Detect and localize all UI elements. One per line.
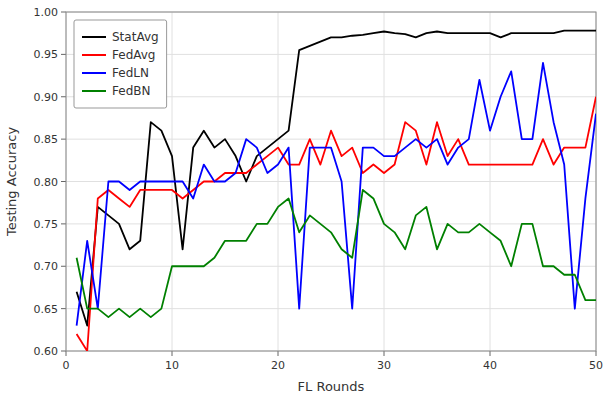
y-tick-label: 1.00 <box>34 6 59 19</box>
y-tick-label: 0.85 <box>34 133 59 146</box>
legend-label: StatAvg <box>112 30 159 44</box>
x-tick-label: 50 <box>589 359 603 372</box>
legend-label: FedBN <box>112 84 150 98</box>
legend-box <box>74 20 167 108</box>
chart: 0.60 0.65 0.70 0.75 0.80 0.85 0.90 0.95 1.00 0 10 2… <box>0 0 612 401</box>
page: {"chart_data": { "type": "line", "xlabel… <box>0 0 612 401</box>
y-axis-label: Testing Accuracy <box>4 127 19 237</box>
grid <box>66 12 596 351</box>
x-tick-label: 30 <box>377 359 391 372</box>
y-tick <box>61 96 66 97</box>
y-grid-line <box>66 266 596 267</box>
legend-swatch <box>82 72 106 74</box>
x-grid-line <box>384 12 385 351</box>
x-grid-line <box>278 12 279 351</box>
legend-swatch <box>82 90 106 92</box>
x-tick <box>490 351 491 356</box>
x-grid-line <box>490 12 491 351</box>
legend-swatch <box>82 54 106 56</box>
series-line <box>77 97 596 351</box>
x-tick-label: 40 <box>483 359 497 372</box>
legend-label: FedLN <box>112 66 149 80</box>
plot-background <box>66 12 596 351</box>
y-tick <box>61 54 66 55</box>
x-axis-label: FL Rounds <box>298 379 365 394</box>
x-tick <box>172 351 173 356</box>
x-tick <box>278 351 279 356</box>
y-grid-line <box>66 139 596 140</box>
y-tick-label: 0.80 <box>34 176 59 189</box>
legend: StatAvg FedAvg FedLN FedBN <box>74 20 167 108</box>
y-tick <box>61 266 66 267</box>
x-tick <box>66 351 67 356</box>
y-tick-label: 0.70 <box>34 260 59 273</box>
x-tick-label: 0 <box>63 359 70 372</box>
axes: 0.60 0.65 0.70 0.75 0.80 0.85 0.90 0.95 1.00 0 10 2… <box>34 6 604 372</box>
y-tick-label: 0.95 <box>34 48 59 61</box>
y-grid-line <box>66 223 596 224</box>
y-tick <box>61 12 66 13</box>
y-tick <box>61 351 66 352</box>
series-line <box>77 190 596 317</box>
y-grid-line <box>66 308 596 309</box>
plot-frame <box>66 12 596 351</box>
y-tick-label: 0.65 <box>34 303 59 316</box>
y-tick-label: 0.75 <box>34 218 59 231</box>
y-tick <box>61 181 66 182</box>
legend-label: FedAvg <box>112 48 155 62</box>
x-tick <box>384 351 385 356</box>
legend-swatch <box>82 36 106 38</box>
y-tick-label: 0.60 <box>34 345 59 358</box>
y-tick <box>61 223 66 224</box>
x-tick <box>596 351 597 356</box>
y-tick <box>61 139 66 140</box>
y-tick <box>61 308 66 309</box>
x-tick-label: 10 <box>165 359 179 372</box>
y-tick-label: 0.90 <box>34 91 59 104</box>
x-tick-label: 20 <box>271 359 285 372</box>
